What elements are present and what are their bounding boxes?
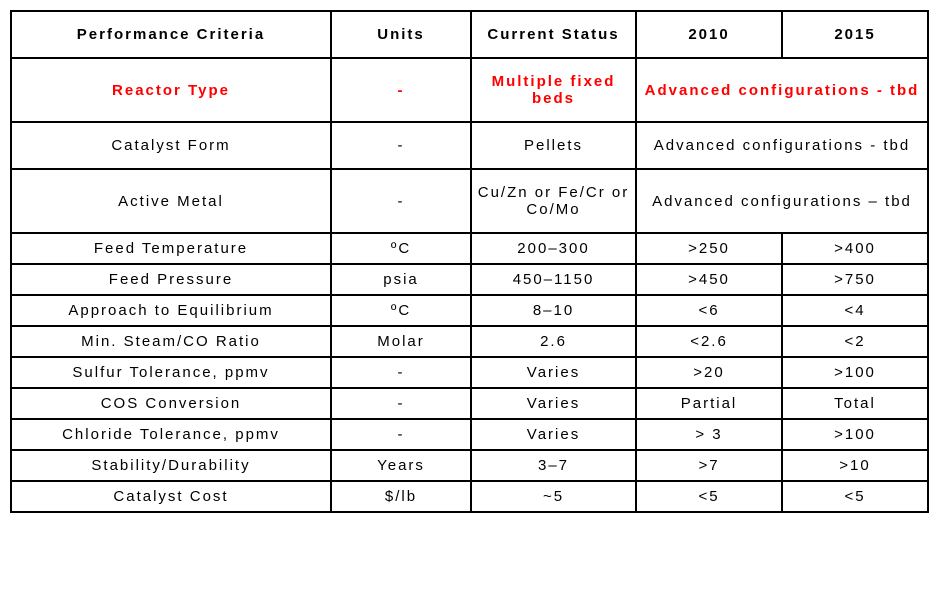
cell-status: 8–10 — [471, 295, 636, 326]
table-body: Reactor Type-Multiple fixed bedsAdvanced… — [11, 58, 928, 512]
cell-units: - — [331, 388, 471, 419]
cell-2010: > 3 — [636, 419, 782, 450]
table-row: Stability/DurabilityYears3–7>7>10 — [11, 450, 928, 481]
cell-2015: >100 — [782, 419, 928, 450]
cell-status: 200–300 — [471, 233, 636, 264]
cell-future-merged: Advanced configurations - tbd — [636, 58, 928, 122]
table-row: Catalyst Form-PelletsAdvanced configurat… — [11, 122, 928, 169]
table-row: Min. Steam/CO RatioMolar2.6<2.6<2 — [11, 326, 928, 357]
cell-criteria: COS Conversion — [11, 388, 331, 419]
cell-criteria: Reactor Type — [11, 58, 331, 122]
cell-status: 2.6 — [471, 326, 636, 357]
cell-criteria: Stability/Durability — [11, 450, 331, 481]
cell-2010: >20 — [636, 357, 782, 388]
cell-criteria: Active Metal — [11, 169, 331, 233]
cell-status: Varies — [471, 357, 636, 388]
table-row: Active Metal-Cu/Zn or Fe/Cr or Co/MoAdva… — [11, 169, 928, 233]
col-header-status: Current Status — [471, 11, 636, 58]
cell-criteria: Chloride Tolerance, ppmv — [11, 419, 331, 450]
col-header-units: Units — [331, 11, 471, 58]
cell-2015: Total — [782, 388, 928, 419]
col-header-2010: 2010 — [636, 11, 782, 58]
table-row: Chloride Tolerance, ppmv-Varies> 3>100 — [11, 419, 928, 450]
cell-units: psia — [331, 264, 471, 295]
cell-status: Varies — [471, 419, 636, 450]
cell-units: - — [331, 419, 471, 450]
cell-criteria: Approach to Equilibrium — [11, 295, 331, 326]
table-row: COS Conversion-VariesPartialTotal — [11, 388, 928, 419]
cell-2010: Partial — [636, 388, 782, 419]
table-row: Sulfur Tolerance, ppmv-Varies>20>100 — [11, 357, 928, 388]
cell-units: ºC — [331, 233, 471, 264]
cell-criteria: Feed Temperature — [11, 233, 331, 264]
cell-status: Cu/Zn or Fe/Cr or Co/Mo — [471, 169, 636, 233]
cell-units: - — [331, 169, 471, 233]
cell-2015: <5 — [782, 481, 928, 512]
cell-status: Multiple fixed beds — [471, 58, 636, 122]
cell-2015: >750 — [782, 264, 928, 295]
cell-criteria: Catalyst Cost — [11, 481, 331, 512]
table-row: Feed TemperatureºC200–300>250>400 — [11, 233, 928, 264]
cell-future-merged: Advanced configurations - tbd — [636, 122, 928, 169]
col-header-2015: 2015 — [782, 11, 928, 58]
cell-2010: >7 — [636, 450, 782, 481]
cell-units: Years — [331, 450, 471, 481]
cell-future-merged: Advanced configurations – tbd — [636, 169, 928, 233]
cell-2015: >400 — [782, 233, 928, 264]
table-row: Approach to EquilibriumºC8–10<6<4 — [11, 295, 928, 326]
cell-2010: <2.6 — [636, 326, 782, 357]
cell-criteria: Feed Pressure — [11, 264, 331, 295]
cell-units: $/lb — [331, 481, 471, 512]
cell-2015: >10 — [782, 450, 928, 481]
cell-units: - — [331, 122, 471, 169]
cell-units: - — [331, 58, 471, 122]
cell-2010: <6 — [636, 295, 782, 326]
cell-2010: >450 — [636, 264, 782, 295]
performance-criteria-table: Performance Criteria Units Current Statu… — [10, 10, 929, 513]
cell-units: Molar — [331, 326, 471, 357]
cell-status: 3–7 — [471, 450, 636, 481]
cell-status: ~5 — [471, 481, 636, 512]
cell-criteria: Catalyst Form — [11, 122, 331, 169]
cell-status: Varies — [471, 388, 636, 419]
cell-2015: >100 — [782, 357, 928, 388]
cell-units: - — [331, 357, 471, 388]
table-row: Catalyst Cost$/lb~5<5<5 — [11, 481, 928, 512]
cell-2010: >250 — [636, 233, 782, 264]
col-header-criteria: Performance Criteria — [11, 11, 331, 58]
cell-criteria: Sulfur Tolerance, ppmv — [11, 357, 331, 388]
cell-status: Pellets — [471, 122, 636, 169]
cell-2010: <5 — [636, 481, 782, 512]
table-row: Reactor Type-Multiple fixed bedsAdvanced… — [11, 58, 928, 122]
cell-criteria: Min. Steam/CO Ratio — [11, 326, 331, 357]
cell-units: ºC — [331, 295, 471, 326]
cell-2015: <4 — [782, 295, 928, 326]
cell-status: 450–1150 — [471, 264, 636, 295]
cell-2015: <2 — [782, 326, 928, 357]
table-header-row: Performance Criteria Units Current Statu… — [11, 11, 928, 58]
table-row: Feed Pressurepsia450–1150>450>750 — [11, 264, 928, 295]
